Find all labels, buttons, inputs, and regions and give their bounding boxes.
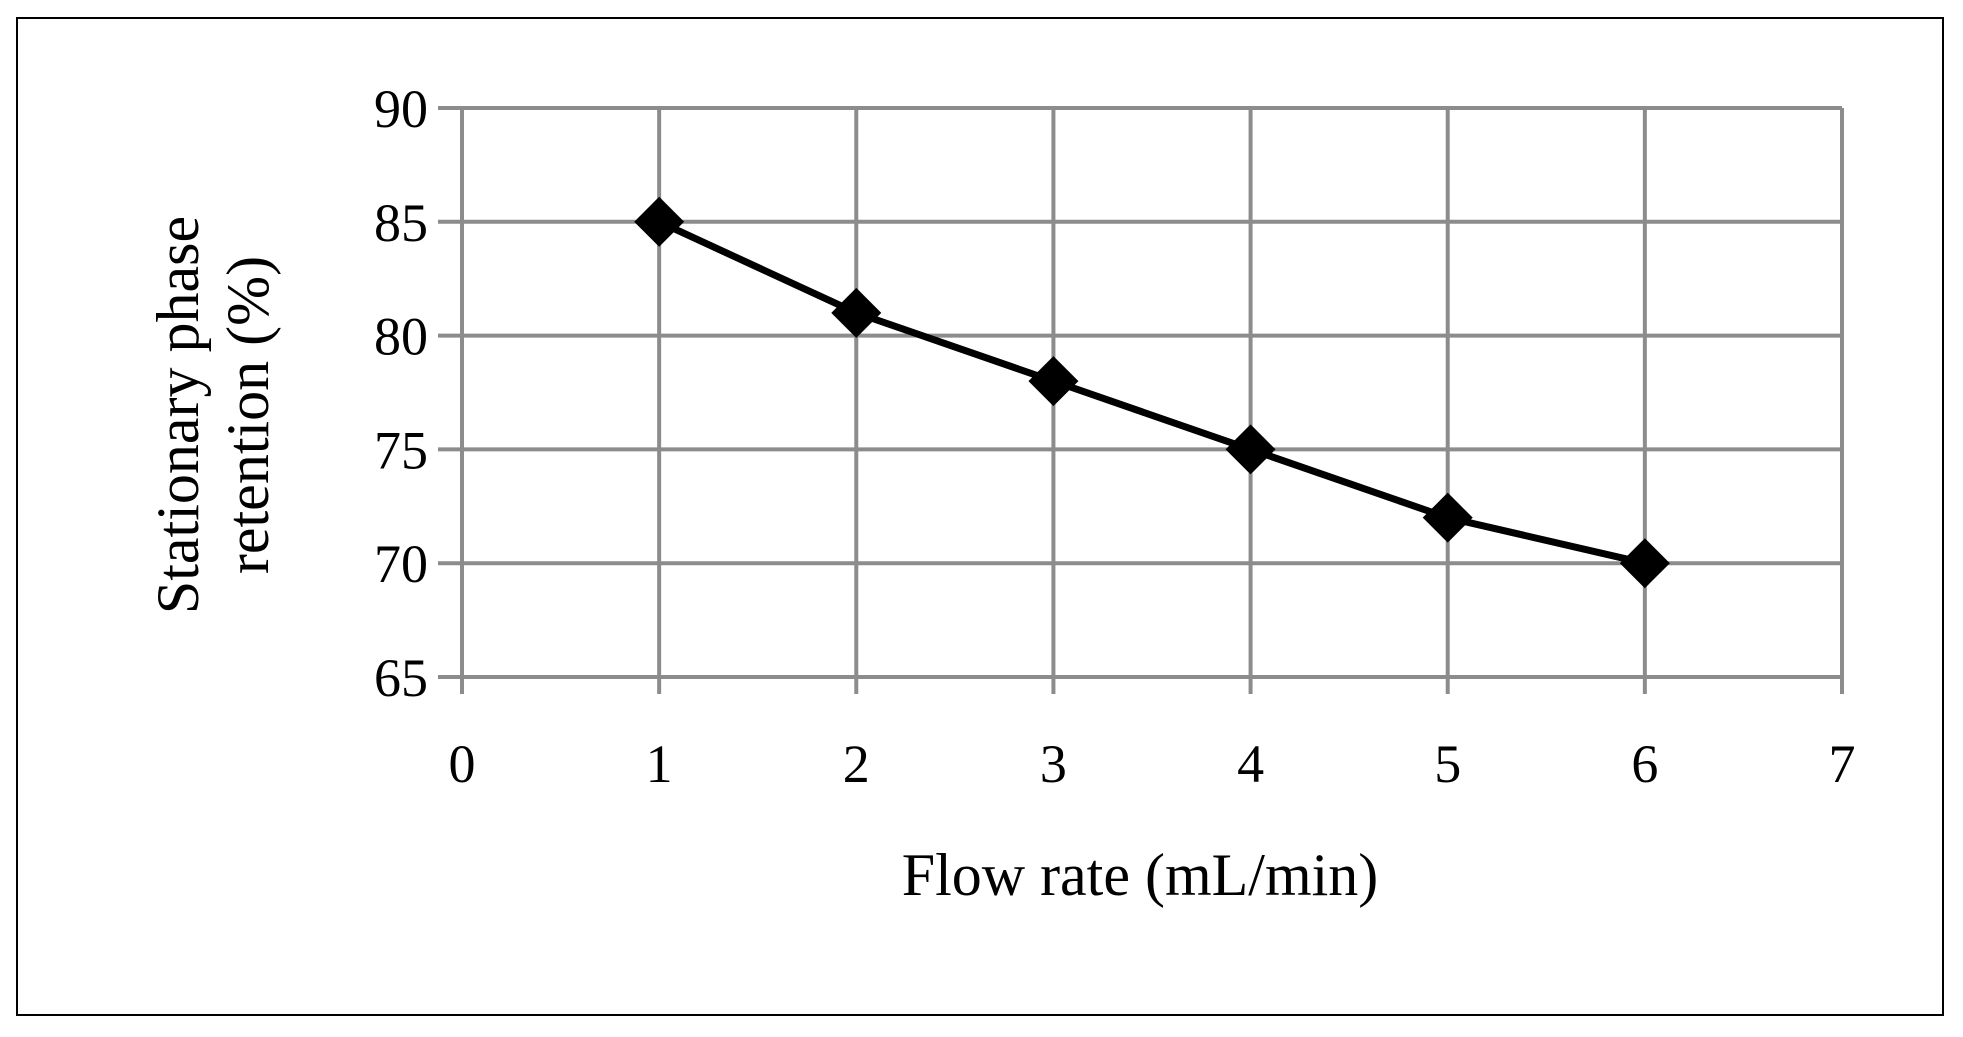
x-tick-label: 0 xyxy=(449,734,476,794)
x-tick-label: 3 xyxy=(1040,734,1067,794)
x-tick-label: 1 xyxy=(646,734,673,794)
data-point-marker xyxy=(831,287,882,338)
y-axis-title-line-2: retention (%) xyxy=(215,256,281,574)
x-axis-title: Flow rate (mL/min) xyxy=(902,842,1379,908)
x-tick-label: 7 xyxy=(1829,734,1856,794)
x-tick-label: 2 xyxy=(843,734,870,794)
x-tick-labels: 0 1 2 3 4 5 6 7 xyxy=(449,734,1856,794)
x-tick-label: 6 xyxy=(1631,734,1658,794)
grid-lines xyxy=(438,106,1844,694)
y-axis-title-line-1: Stationary phase xyxy=(145,216,211,614)
chart-frame xyxy=(16,17,1944,1016)
series-line xyxy=(657,218,1646,567)
y-tick-label: 80 xyxy=(374,307,428,367)
y-tick-label: 65 xyxy=(374,648,428,708)
data-point-marker xyxy=(1619,538,1670,589)
x-tick-label: 4 xyxy=(1237,734,1264,794)
x-tick-label: 5 xyxy=(1434,734,1461,794)
y-tick-label: 75 xyxy=(374,420,428,480)
y-tick-label: 90 xyxy=(374,79,428,139)
data-point-marker xyxy=(1422,492,1473,543)
y-tick-label: 85 xyxy=(374,193,428,253)
y-axis-title: Stationary phase retention (%) xyxy=(145,216,281,614)
data-series xyxy=(634,196,1670,589)
y-tick-labels: 65 70 75 80 85 90 xyxy=(374,79,428,708)
data-point-marker xyxy=(1225,424,1276,475)
y-tick-label: 70 xyxy=(374,534,428,594)
data-point-marker xyxy=(634,196,685,247)
data-point-marker xyxy=(1028,356,1079,407)
